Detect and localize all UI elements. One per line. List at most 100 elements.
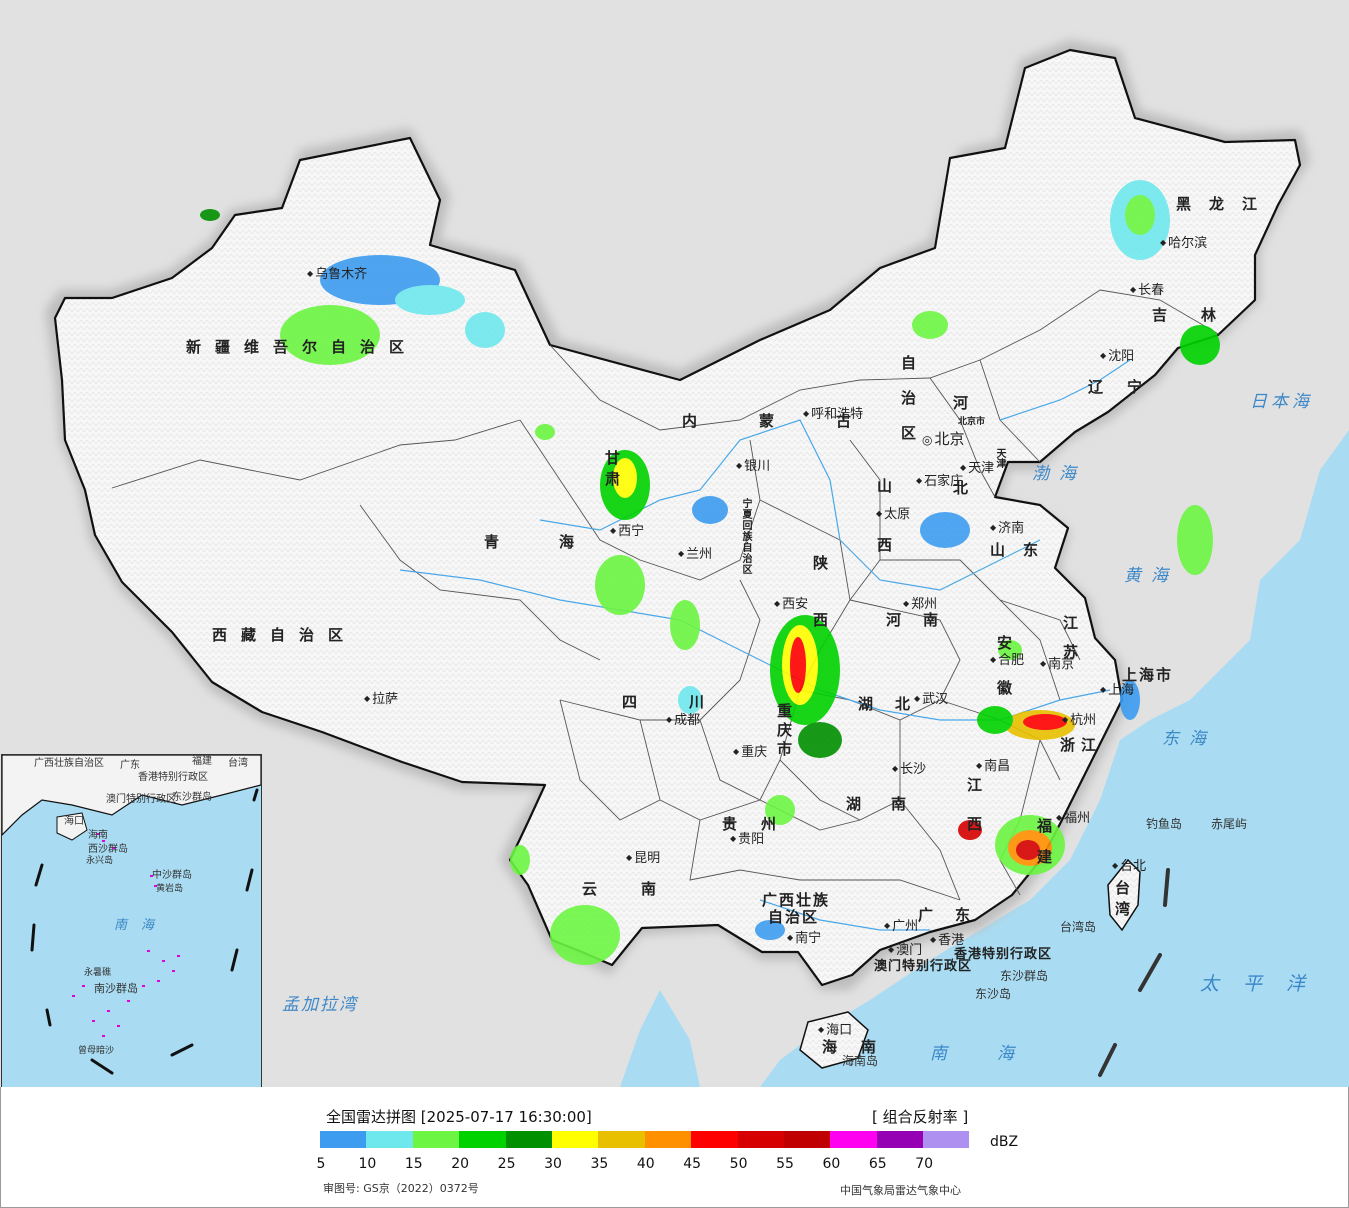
city-taibei: 台北 xyxy=(1112,860,1146,873)
south-china-sea-inset: 广西壮族自治区 广东 福建 台湾 香港特别行政区 澳门特别行政区 东沙群岛 海口… xyxy=(1,754,262,1087)
scale-tick-label: 50 xyxy=(729,1156,748,1172)
province-label-neimenggu-2: 自治区 xyxy=(899,355,917,460)
city-shijiazhuang: 石家庄 xyxy=(916,475,963,488)
scale-tick-label: 65 xyxy=(868,1156,887,1172)
island-dongsha: 东沙岛 xyxy=(975,987,1012,1001)
color-swatch-3 xyxy=(459,1131,506,1148)
color-scale-bar xyxy=(320,1131,970,1148)
province-label-ningxia: 宁夏回族自治区 xyxy=(740,498,751,575)
island-diaoyu: 钓鱼岛 xyxy=(1146,817,1183,831)
sea-nanhai: 南海 xyxy=(930,1044,1064,1064)
province-label-macau: 澳门特别行政区 xyxy=(874,959,973,974)
province-label-chongqing: 重庆市 xyxy=(775,703,793,760)
province-label-gansu: 甘肃 xyxy=(603,450,621,492)
city-guiyang: 贵阳 xyxy=(730,833,764,846)
city-chongqing: 重庆 xyxy=(733,746,767,759)
province-label-anhui: 安徽 xyxy=(995,635,1013,725)
city-shanghai: 上海 xyxy=(1100,684,1134,697)
province-label-hubei: 湖北 xyxy=(858,695,933,713)
scale-tick-label: 35 xyxy=(590,1156,609,1172)
inset-macau: 澳门特别行政区 xyxy=(106,794,176,805)
inset-canvas xyxy=(2,755,261,1075)
scale-tick-label: 45 xyxy=(683,1156,702,1172)
province-label-guizhou: 贵州 xyxy=(722,815,801,833)
legend-panel: 全国雷达拼图 [2025-07-17 16:30:00] [ 组合反射率 ] 5… xyxy=(0,1088,1349,1208)
color-swatch-4 xyxy=(505,1131,552,1148)
scale-tick-label: 30 xyxy=(544,1156,562,1172)
province-label-hainan: 海南 xyxy=(822,1038,901,1056)
scale-tick-label: 70 xyxy=(915,1156,934,1172)
city-chengdu: 成都 xyxy=(666,714,700,727)
island-hainandao: 海南岛 xyxy=(842,1054,879,1068)
province-label-guangxi-1: 广西壮族 xyxy=(762,891,831,909)
inset-hk: 香港特别行政区 xyxy=(138,772,208,783)
legend-unit: dBZ xyxy=(990,1134,1019,1150)
capital-beijing: 北京 xyxy=(922,432,964,447)
city-aomen: 澳门 xyxy=(888,944,922,957)
city-nanning: 南宁 xyxy=(787,932,821,945)
province-label-sichuan: 四川 xyxy=(622,693,757,711)
inset-huangyan: 黄岩岛 xyxy=(156,884,184,894)
province-label-zhejiang: 浙江 xyxy=(1060,736,1103,754)
city-urumqi: 乌鲁木齐 xyxy=(307,268,367,281)
color-swatch-7 xyxy=(644,1131,692,1148)
city-harbin: 哈尔滨 xyxy=(1160,237,1207,250)
city-nanchang: 南昌 xyxy=(976,760,1010,773)
scale-tick-label: 40 xyxy=(636,1156,655,1172)
city-changchun: 长春 xyxy=(1130,284,1164,297)
inset-yongshu: 永暑礁 xyxy=(84,968,112,978)
scale-tick-label: 25 xyxy=(497,1156,516,1172)
color-swatch-9 xyxy=(737,1131,784,1148)
color-swatch-12 xyxy=(876,1131,924,1148)
legend-title: 全国雷达拼图 [2025-07-17 16:30:00] xyxy=(326,1108,592,1126)
scale-tick-label: 55 xyxy=(776,1156,794,1172)
scale-tick-label: 20 xyxy=(451,1156,470,1172)
inset-nansha: 南沙群岛 xyxy=(94,982,138,995)
radar-echoes xyxy=(200,180,1220,965)
color-swatch-10 xyxy=(783,1131,831,1148)
scale-tick-label: 15 xyxy=(404,1156,423,1172)
city-haikou: 海口 xyxy=(818,1024,852,1037)
radar-map[interactable]: 新疆维吾尔自治区 西藏自治区 青海 甘肃 内蒙古 自治区 黑龙江 吉林 辽宁 河… xyxy=(0,0,1349,1087)
sea-huanghai: 黄海 xyxy=(1124,566,1178,586)
province-label-xizang: 西藏自治区 xyxy=(212,626,358,644)
sea-taipingyang: 太平洋 xyxy=(1200,973,1330,995)
city-lanzhou: 兰州 xyxy=(678,548,712,561)
province-label-qinghai: 青海 xyxy=(484,533,635,551)
color-swatch-13 xyxy=(923,1131,970,1148)
color-swatch-0 xyxy=(320,1131,367,1148)
province-label-neimenggu: 内蒙古 xyxy=(682,412,914,430)
legend-product: [ 组合反射率 ] xyxy=(872,1108,969,1126)
inset-nanhai: 南海 xyxy=(114,918,169,933)
color-swatch-2 xyxy=(412,1131,460,1148)
map-review-number: 审图号: GS京（2022）0372号 xyxy=(323,1182,479,1195)
color-swatch-6 xyxy=(598,1131,645,1148)
city-tianjin: 天津 xyxy=(960,462,994,475)
inset-zhongsha: 中沙群岛 xyxy=(152,870,192,881)
province-label-guangdong: 广东 xyxy=(918,906,993,924)
province-label-jilin: 吉林 xyxy=(1152,306,1251,324)
scale-tick-label: 60 xyxy=(822,1156,841,1172)
city-yinchuan: 银川 xyxy=(736,460,770,473)
province-label-hunan: 湖南 xyxy=(846,795,937,813)
data-source: 中国气象局雷达气象中心 xyxy=(840,1184,961,1197)
city-xining: 西宁 xyxy=(610,525,644,538)
province-label-shanxi: 山西 xyxy=(875,478,893,596)
color-swatch-5 xyxy=(551,1131,599,1148)
province-label-henan: 河南 xyxy=(886,611,961,629)
island-chiwei: 赤尾屿 xyxy=(1211,817,1248,831)
city-nanjing: 南京 xyxy=(1040,658,1074,671)
color-swatch-1 xyxy=(366,1131,413,1148)
city-changsha: 长沙 xyxy=(892,763,926,776)
city-guangzhou: 广州 xyxy=(884,920,918,933)
inset-hainan: 海南 xyxy=(88,830,108,841)
color-swatch-11 xyxy=(830,1131,877,1148)
city-hefei: 合肥 xyxy=(990,654,1024,667)
sea-mengjiala: 孟加拉湾 xyxy=(282,995,358,1015)
province-label-hk: 香港特别行政区 xyxy=(954,947,1053,962)
city-fuzhou: 福州 xyxy=(1056,812,1090,825)
color-swatch-8 xyxy=(691,1131,738,1148)
city-wuhan: 武汉 xyxy=(914,693,948,706)
inset-guangdong: 广东 xyxy=(120,760,140,771)
province-label-liaoning: 辽宁 xyxy=(1088,378,1167,396)
